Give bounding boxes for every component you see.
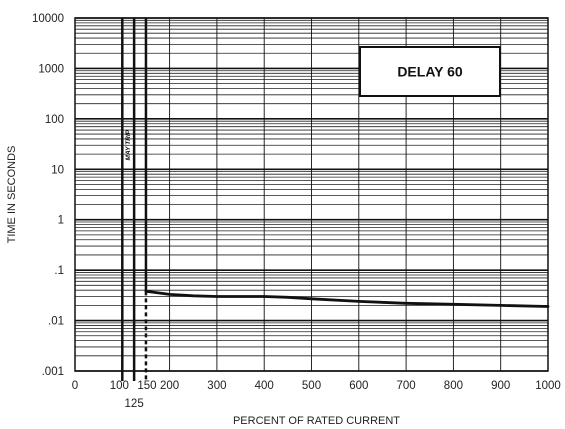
y-tick-label: 1 <box>58 215 64 227</box>
x-tick-label: 500 <box>302 380 321 392</box>
x-tick-label-125: 125 <box>125 398 144 410</box>
x-tick-label: 900 <box>491 380 510 392</box>
y-tick-label: 100 <box>45 114 64 126</box>
y-axis-title: TIME IN SECONDS <box>6 146 18 244</box>
trip-boundary-lines <box>121 18 148 381</box>
y-tick-label: .001 <box>42 366 64 378</box>
x-axis-title: PERCENT OF RATED CURRENT <box>233 415 400 427</box>
x-tick-label: 200 <box>160 380 179 392</box>
tick-labels: .001 .01 .1 1 10 100 1000 10000 0 100 150 200 300 400… <box>32 13 561 410</box>
delay-box-frame <box>359 46 501 97</box>
y-tick-label: .01 <box>48 316 64 328</box>
y-tick-label: 1000 <box>38 63 64 75</box>
plot-frame <box>74 17 549 372</box>
trip-curve-line <box>144 289 550 308</box>
delay-box-label: DELAY 60 <box>397 64 463 80</box>
x-tick-label: 600 <box>349 380 368 392</box>
x-tick-label: 300 <box>207 380 226 392</box>
x-tick-label: 100 <box>110 380 129 392</box>
delay-label-box: DELAY 60 <box>359 46 501 97</box>
y-tick-label: 10 <box>51 164 64 176</box>
x-tick-label: 400 <box>255 380 274 392</box>
series-layer <box>144 289 550 308</box>
x-tick-label: 700 <box>397 380 416 392</box>
x-tick-label: 800 <box>444 380 463 392</box>
x-tick-label: 1000 <box>535 380 561 392</box>
y-tick-label: 10000 <box>32 13 64 25</box>
y-tick-label: .1 <box>54 265 64 277</box>
x-tick-label: 150 <box>137 380 156 392</box>
x-tick-label: 0 <box>72 380 78 392</box>
grid <box>75 17 548 372</box>
may-trip-annotation: MAY TRIP <box>125 129 132 160</box>
